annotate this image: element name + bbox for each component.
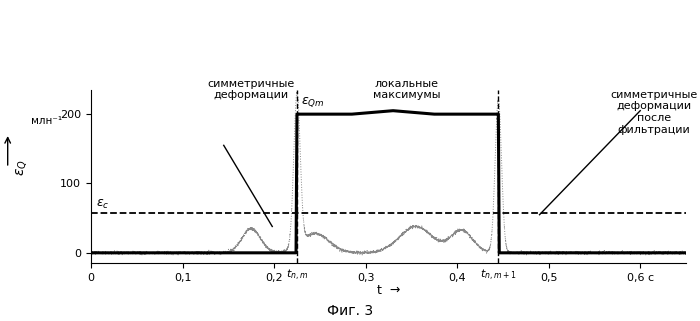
Text: $\varepsilon_c$: $\varepsilon_c$ xyxy=(97,197,110,211)
Text: млн⁻¹: млн⁻¹ xyxy=(31,116,62,126)
Text: $t_{n,m+1}$: $t_{n,m+1}$ xyxy=(480,268,517,283)
Text: симметричные
деформации: симметричные деформации xyxy=(208,79,295,100)
Text: локальные
максимумы: локальные максимумы xyxy=(373,79,440,100)
Text: Фиг. 3: Фиг. 3 xyxy=(327,304,373,318)
Text: $\varepsilon_{Qm}$: $\varepsilon_{Qm}$ xyxy=(300,96,324,109)
X-axis label: t  →: t → xyxy=(377,284,400,297)
Text: $t_{n,m}$: $t_{n,m}$ xyxy=(286,268,308,283)
Text: симметричные
деформации
после
фильтрации: симметричные деформации после фильтрации xyxy=(610,90,698,135)
Text: $\varepsilon_Q$: $\varepsilon_Q$ xyxy=(15,160,30,176)
